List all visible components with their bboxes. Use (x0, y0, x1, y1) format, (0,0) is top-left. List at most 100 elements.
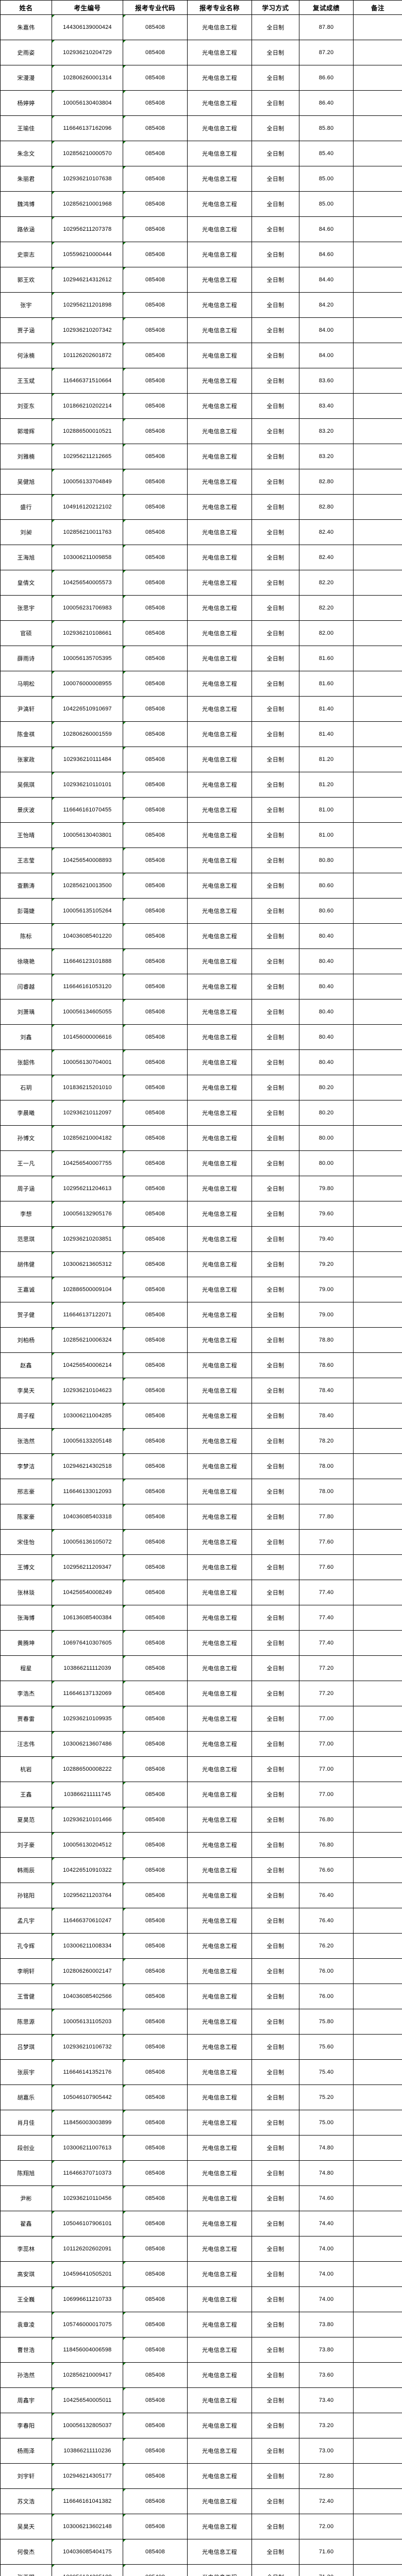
cell-major-name: 光电信息工程 (187, 1681, 252, 1706)
cell-major-name: 光电信息工程 (187, 1630, 252, 1656)
table-row: 张海博 106136085400384 085408 光电信息工程 全日制 77.40 (0, 1605, 402, 1631)
cell-study-mode: 全日制 (252, 620, 299, 646)
cell-study-mode: 全日制 (252, 1453, 299, 1479)
cell-candidate-name: 范思琪 (0, 1226, 52, 1252)
cell-major-name: 光电信息工程 (187, 2211, 252, 2236)
cell-remark (353, 1251, 402, 1277)
table-row: 孔令辉 103006211008334 085408 光电信息工程 全日制 76.20 (0, 1933, 402, 1959)
table-row: 高安琪 104596410505201 085408 光电信息工程 全日制 74.00 (0, 2261, 402, 2287)
cell-major-code: 085408 (123, 2009, 188, 2035)
cell-study-mode: 全日制 (252, 2488, 299, 2514)
cell-major-name: 光电信息工程 (187, 2387, 252, 2413)
cell-major-name: 光电信息工程 (187, 747, 252, 772)
cell-major-code: 085408 (123, 1782, 188, 1807)
cell-remark (353, 1655, 402, 1681)
cell-remark (353, 797, 402, 823)
cell-remark (353, 595, 402, 621)
cell-major-code: 085408 (123, 2110, 188, 2136)
cell-study-mode: 全日制 (252, 948, 299, 974)
cell-candidate-id: 100056130403801 (52, 822, 123, 848)
cell-major-code: 085408 (123, 1479, 188, 1504)
table-row: 曹世浩 118456004006598 085408 光电信息工程 全日制 73.80 (0, 2337, 402, 2363)
cell-retest-score: 77.80 (299, 1504, 354, 1530)
table-row: 杭岩 102886500008222 085408 光电信息工程 全日制 77.00 (0, 1756, 402, 1782)
cell-study-mode: 全日制 (252, 1226, 299, 1252)
table-row: 王瑜佳 116646137162096 085408 光电信息工程 全日制 85.80 (0, 115, 402, 141)
cell-candidate-name: 刘萧瑀 (0, 999, 52, 1025)
cell-remark (353, 2438, 402, 2464)
cell-candidate-name: 官硕 (0, 620, 52, 646)
table-row: 吴健旭 100056133704849 085408 光电信息工程 全日制 82.80 (0, 469, 402, 495)
cell-major-name: 光电信息工程 (187, 1529, 252, 1555)
cell-candidate-id: 116646137122071 (52, 1302, 123, 1328)
cell-study-mode: 全日制 (252, 1075, 299, 1100)
cell-candidate-id: 100056133704849 (52, 469, 123, 495)
cell-major-code: 085408 (123, 1655, 188, 1681)
cell-study-mode: 全日制 (252, 570, 299, 596)
cell-candidate-name: 郭王欢 (0, 267, 52, 293)
cell-candidate-id: 100056231706983 (52, 595, 123, 621)
cell-candidate-id: 100056130204512 (52, 1832, 123, 1858)
cell-study-mode: 全日制 (252, 1933, 299, 1959)
cell-retest-score: 85.40 (299, 141, 354, 166)
cell-study-mode: 全日制 (252, 1782, 299, 1807)
cell-study-mode: 全日制 (252, 721, 299, 747)
cell-remark (353, 2160, 402, 2186)
cell-retest-score: 83.60 (299, 368, 354, 394)
cell-retest-score: 84.60 (299, 216, 354, 242)
cell-candidate-name: 刘昶 (0, 519, 52, 545)
cell-candidate-id: 102806260002147 (52, 1958, 123, 1984)
cell-candidate-id: 102856210006324 (52, 1327, 123, 1353)
column-header-study-mode: 学习方式 (252, 0, 299, 15)
cell-major-name: 光电信息工程 (187, 2135, 252, 2161)
cell-remark (353, 444, 402, 469)
cell-retest-score: 81.40 (299, 696, 354, 722)
cell-major-name: 光电信息工程 (187, 797, 252, 823)
cell-study-mode: 全日制 (252, 2463, 299, 2489)
cell-remark (353, 40, 402, 65)
cell-major-code: 085408 (123, 620, 188, 646)
cell-major-name: 光电信息工程 (187, 873, 252, 899)
cell-major-code: 085408 (123, 999, 188, 1025)
cell-candidate-id: 100056133205148 (52, 1428, 123, 1454)
cell-retest-score: 77.00 (299, 1782, 354, 1807)
table-row: 王一凡 104256540007755 085408 光电信息工程 全日制 80.00 (0, 1150, 402, 1176)
cell-remark (353, 1580, 402, 1605)
cell-major-name: 光电信息工程 (187, 1731, 252, 1757)
cell-major-code: 085408 (123, 696, 188, 722)
cell-retest-score: 83.20 (299, 418, 354, 444)
cell-major-code: 085408 (123, 393, 188, 419)
cell-candidate-name: 肖月佳 (0, 2110, 52, 2136)
cell-remark (353, 2185, 402, 2211)
cell-study-mode: 全日制 (252, 1176, 299, 1201)
cell-major-code: 085408 (123, 1302, 188, 1328)
cell-major-name: 光电信息工程 (187, 696, 252, 722)
cell-study-mode: 全日制 (252, 696, 299, 722)
cell-candidate-name: 王玉斌 (0, 368, 52, 394)
cell-study-mode: 全日制 (252, 1731, 299, 1757)
cell-major-name: 光电信息工程 (187, 1327, 252, 1353)
cell-candidate-name: 魏鸿博 (0, 191, 52, 217)
cell-major-name: 光电信息工程 (187, 2539, 252, 2565)
cell-retest-score: 78.20 (299, 1428, 354, 1454)
cell-major-code: 085408 (123, 772, 188, 798)
cell-candidate-id: 104226510910697 (52, 696, 123, 722)
cell-candidate-id: 103006211009858 (52, 545, 123, 570)
cell-retest-score: 77.40 (299, 1630, 354, 1656)
cell-remark (353, 570, 402, 596)
cell-candidate-name: 王全巍 (0, 2286, 52, 2312)
cell-candidate-id: 102936210203851 (52, 1226, 123, 1252)
cell-major-code: 085408 (123, 1378, 188, 1403)
cell-major-name: 光电信息工程 (187, 1479, 252, 1504)
cell-study-mode: 全日制 (252, 1428, 299, 1454)
column-header-major-code: 报考专业代码 (123, 0, 188, 15)
cell-major-code: 085408 (123, 519, 188, 545)
cell-retest-score: 78.40 (299, 1403, 354, 1429)
cell-candidate-name: 马明松 (0, 671, 52, 697)
cell-candidate-id: 102956211209347 (52, 1554, 123, 1580)
table-row: 王全巍 106996611210733 085408 光电信息工程 全日制 74.00 (0, 2286, 402, 2312)
cell-candidate-name: 李梦洁 (0, 1453, 52, 1479)
cell-major-name: 光电信息工程 (187, 772, 252, 798)
cell-remark (353, 1883, 402, 1908)
table-row: 孙浩然 102856210009417 085408 光电信息工程 全日制 73.60 (0, 2362, 402, 2388)
